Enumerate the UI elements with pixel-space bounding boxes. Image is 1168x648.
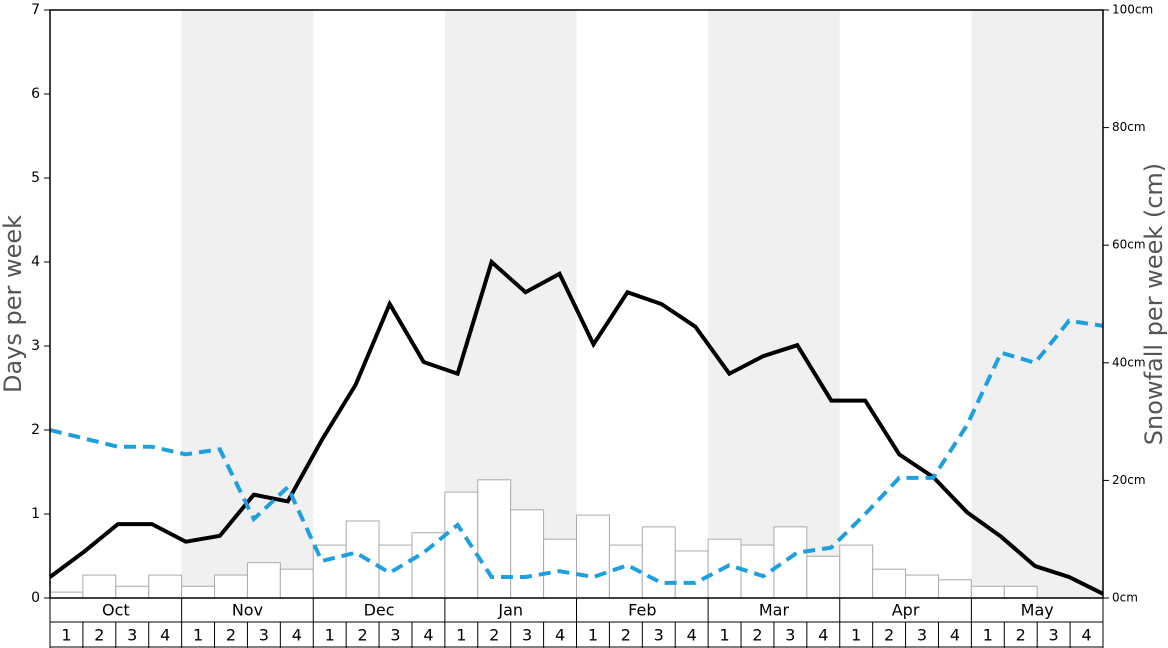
y2-tick-label: 20cm [1112,473,1146,487]
month-band [708,10,840,598]
x-tick-label: 4 [687,626,697,645]
y2-tick-label: 0cm [1112,591,1138,605]
x-tick-label: 4 [160,626,170,645]
x-tick-label: 2 [489,626,499,645]
month-label: Feb [628,601,656,620]
x-tick-label: 3 [917,626,927,645]
x-tick-label: 4 [292,626,302,645]
bar [345,520,380,599]
x-tick-label: 4 [423,626,433,645]
bar [674,550,709,599]
x-tick-label: 1 [983,626,993,645]
bar [82,574,117,599]
x-tick-label: 3 [654,626,664,645]
bar [872,568,907,599]
y-axis-label: Days per week [0,215,27,393]
y-tick-label: 6 [31,86,40,102]
month-label: Oct [102,601,130,620]
x-tick-label: 2 [1016,626,1026,645]
y2-tick-label: 60cm [1112,238,1146,252]
bar [543,538,577,599]
x-tick-label: 1 [61,626,71,645]
y-tick-label: 2 [31,422,40,438]
x-tick-label: 1 [851,626,861,645]
x-tick-label: 1 [588,626,598,645]
bar [181,585,216,599]
x-tick-label: 2 [752,626,762,645]
y2-tick-label: 80cm [1112,120,1146,134]
x-tick-label: 1 [719,626,729,645]
x-tick-label: 4 [1081,626,1091,645]
bar [477,479,512,599]
bar [510,509,545,599]
month-label: Dec [364,601,395,620]
x-tick-label: 2 [621,626,631,645]
bar [411,532,446,599]
line [49,318,1104,585]
y-tick-label: 5 [31,170,40,186]
line [48,258,1104,596]
x-tick-label: 1 [325,626,335,645]
x-tick-label: 2 [884,626,894,645]
y-tick-label: 4 [31,254,40,270]
bar [773,526,808,599]
month-label: Jan [497,601,523,620]
bar [641,526,676,599]
month-band [971,10,1103,598]
month-label: Nov [232,601,263,620]
x-tick-label: 4 [950,626,960,645]
x-tick-label: 1 [193,626,203,645]
bar [214,574,248,599]
y2-tick-label: 40cm [1112,355,1146,369]
bar [905,574,939,599]
bar [115,585,150,599]
x-tick-label: 2 [94,626,104,645]
x-tick-label: 2 [358,626,368,645]
bar [576,514,610,599]
bar [49,591,84,599]
bar [148,574,183,599]
x-tick-label: 2 [226,626,236,645]
month-label: Apr [892,601,920,620]
x-tick-label: 3 [127,626,137,645]
bar [839,544,874,599]
y2-axis-label: Snowfall per week (cm) [1140,163,1168,445]
bar [970,585,1005,599]
y-tick-label: 1 [31,506,40,522]
bar [279,568,314,599]
bar [246,562,281,599]
x-tick-label: 4 [555,626,565,645]
month-label: May [1021,601,1054,620]
x-tick-label: 3 [390,626,400,645]
x-tick-label: 4 [818,626,828,645]
x-tick-label: 3 [785,626,795,645]
x-tick-label: 3 [522,626,532,645]
y-tick-label: 7 [31,2,40,18]
bar [806,555,841,599]
y-tick-label: 3 [31,338,40,354]
x-tick-label: 3 [259,626,269,645]
x-tick-label: 1 [456,626,466,645]
bar [1003,585,1038,599]
month-label: Mar [759,601,790,620]
x-tick-label: 3 [1049,626,1059,645]
y2-tick-label: 100cm [1112,3,1153,17]
y-tick-label: 0 [31,590,40,606]
bar [937,579,972,599]
